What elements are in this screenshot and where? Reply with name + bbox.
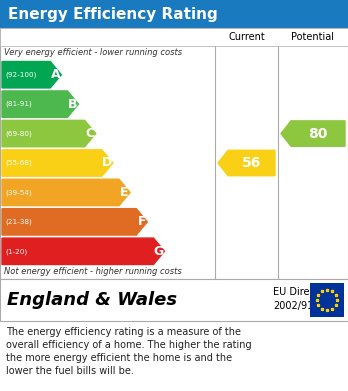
Bar [0,28,348,46]
Text: 56: 56 [242,156,261,170]
Polygon shape [2,150,113,176]
Text: C: C [86,127,95,140]
Bar [310,283,344,317]
Text: (55-68): (55-68) [5,160,32,166]
Text: lower the fuel bills will be.: lower the fuel bills will be. [6,366,134,376]
Polygon shape [2,179,130,206]
Text: 80: 80 [308,127,328,141]
Text: (1-20): (1-20) [5,248,27,255]
Text: Current: Current [228,32,265,42]
Bar [0,279,348,321]
Bar [0,28,348,279]
Text: Potential: Potential [292,32,334,42]
Text: Not energy efficient - higher running costs: Not energy efficient - higher running co… [4,267,182,276]
Text: (69-80): (69-80) [5,130,32,137]
Polygon shape [2,238,165,264]
Text: D: D [102,156,112,170]
Text: the more energy efficient the home is and the: the more energy efficient the home is an… [6,353,232,363]
Polygon shape [218,150,275,176]
Text: (39-54): (39-54) [5,189,32,196]
Polygon shape [2,61,61,88]
Text: Very energy efficient - lower running costs: Very energy efficient - lower running co… [4,48,182,57]
Text: B: B [68,98,78,111]
Polygon shape [2,91,79,117]
Text: overall efficiency of a home. The higher the rating: overall efficiency of a home. The higher… [6,340,252,350]
Polygon shape [281,121,345,146]
Text: England & Wales: England & Wales [7,291,177,309]
Text: The energy efficiency rating is a measure of the: The energy efficiency rating is a measur… [6,327,241,337]
Text: (92-100): (92-100) [5,72,37,78]
Text: Energy Efficiency Rating: Energy Efficiency Rating [8,7,218,22]
Polygon shape [2,120,96,147]
Text: E: E [120,186,129,199]
Text: G: G [154,245,164,258]
Bar [0,0,348,28]
Text: F: F [137,215,146,228]
Text: A: A [51,68,61,81]
Text: 2002/91/EC: 2002/91/EC [273,301,329,311]
Text: EU Directive: EU Directive [273,287,333,298]
Text: (21-38): (21-38) [5,219,32,225]
Polygon shape [2,209,147,235]
Text: (81-91): (81-91) [5,101,32,108]
